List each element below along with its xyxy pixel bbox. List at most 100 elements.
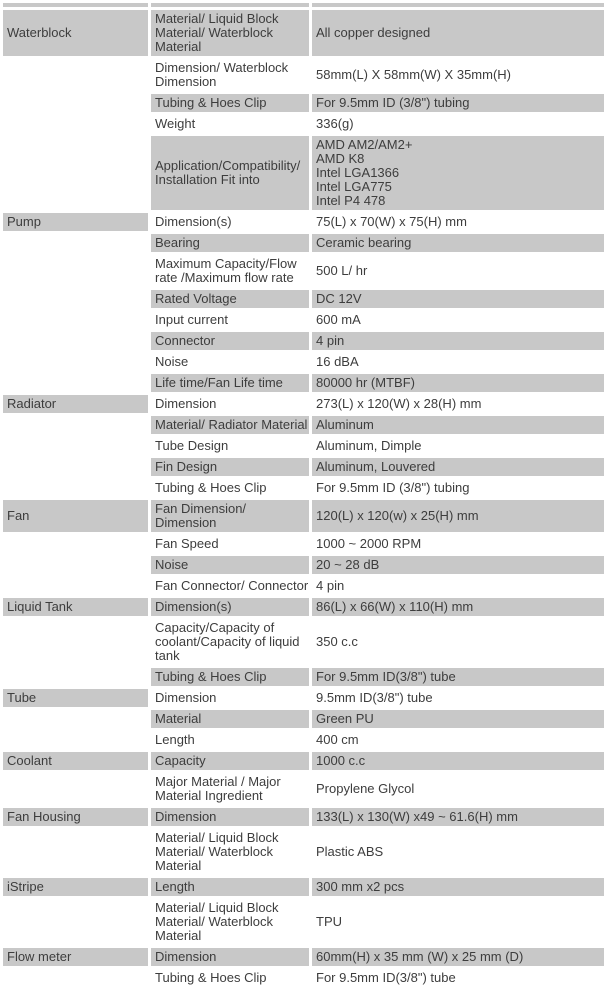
category-cell-empty bbox=[3, 969, 148, 987]
property-cell: Fan Speed bbox=[155, 536, 219, 551]
category-cell-empty bbox=[3, 94, 148, 112]
property-cell: Material/ Liquid Block Material/ Waterbl… bbox=[151, 10, 309, 56]
property-cell: Noise bbox=[155, 354, 189, 369]
property-cell: Dimension bbox=[151, 808, 309, 826]
category-cell-empty bbox=[3, 535, 148, 553]
category-cell-empty bbox=[3, 59, 148, 91]
property-cell: Dimension(s) bbox=[155, 214, 232, 229]
category-cell-empty bbox=[3, 332, 148, 350]
value-cell: All copper designed bbox=[312, 10, 604, 56]
spec-row: Noise 20 ~ 28 dB bbox=[3, 556, 604, 574]
spec-row: Maximum Capacity/Flow rate /Maximum flow… bbox=[3, 255, 604, 287]
value-cell: 500 L/ hr bbox=[316, 263, 368, 278]
spec-row: Material/ Liquid Block Material/ Waterbl… bbox=[3, 899, 604, 945]
value-cell: Green PU bbox=[312, 710, 604, 728]
spec-row: Length 400 cm bbox=[3, 731, 604, 749]
property-cell: Maximum Capacity/Flow rate /Maximum flow… bbox=[155, 256, 297, 285]
property-cell: Tubing & Hoes Clip bbox=[151, 668, 309, 686]
property-cell: Fan Dimension/ Dimension bbox=[151, 500, 309, 532]
category-cell-empty bbox=[3, 255, 148, 287]
property-cell: Length bbox=[151, 878, 309, 896]
property-cell: Tubing & Hoes Clip bbox=[155, 480, 267, 495]
property-cell: Material/ Radiator Material bbox=[151, 416, 309, 434]
property-cell: Capacity/Capacity of coolant/Capacity of… bbox=[155, 620, 300, 663]
value-cell: For 9.5mm ID (3/8") tubing bbox=[316, 480, 470, 495]
spec-row: Input current 600 mA bbox=[3, 311, 604, 329]
property-cell: Material/ Liquid Block Material/ Waterbl… bbox=[155, 830, 279, 873]
property-cell: Material bbox=[151, 710, 309, 728]
category-cell-empty bbox=[3, 234, 148, 252]
value-cell: AMD AM2/AM2+ AMD K8 Intel LGA1366 Intel … bbox=[312, 136, 604, 210]
spec-row: Fan Speed 1000 ~ 2000 RPM bbox=[3, 535, 604, 553]
category-cell: Flow meter bbox=[3, 948, 148, 966]
property-cell: Dimension bbox=[155, 396, 217, 411]
property-cell: Material/ Liquid Block Material/ Waterbl… bbox=[155, 900, 279, 943]
value-cell: For 9.5mm ID(3/8") tube bbox=[316, 970, 456, 985]
category-cell-empty bbox=[3, 311, 148, 329]
spec-row: Radiator Dimension 273(L) x 120(W) x 28(H)… bbox=[3, 395, 604, 413]
spec-row: Tube Design Aluminum, Dimple bbox=[3, 437, 604, 455]
category-cell-empty bbox=[3, 416, 148, 434]
spec-row: Pump Dimension(s) 75(L) x 70(W) x 75(H) mm bbox=[3, 213, 604, 231]
value-cell: 1000 ~ 2000 RPM bbox=[316, 536, 422, 551]
spec-row: Liquid Tank Dimension(s) 86(L) x 66(W) x 1… bbox=[3, 598, 604, 616]
spacer-cell bbox=[151, 3, 309, 7]
spec-row: Major Material / Major Material Ingredie… bbox=[3, 773, 604, 805]
spec-row: Material Green PU bbox=[3, 710, 604, 728]
category-cell: Fan Housing bbox=[3, 808, 148, 826]
property-cell: Connector bbox=[151, 332, 309, 350]
spec-row: Life time/Fan Life time 80000 hr (MTBF) bbox=[3, 374, 604, 392]
spec-row: Waterblock Material/ Liquid Block Materia… bbox=[3, 10, 604, 56]
spec-row: Fan Fan Dimension/ Dimension 120(L) x 120(… bbox=[3, 500, 604, 532]
spec-table-body: Waterblock Material/ Liquid Block Materia… bbox=[3, 3, 604, 987]
spec-row: Rated Voltage DC 12V bbox=[3, 290, 604, 308]
spec-row: Dimension/ Waterblock Dimension 58mm(L) X… bbox=[3, 59, 604, 91]
category-cell-empty bbox=[3, 458, 148, 476]
value-cell: Aluminum, Dimple bbox=[316, 438, 422, 453]
category-cell: Liquid Tank bbox=[3, 598, 148, 616]
category-cell-empty bbox=[3, 899, 148, 945]
spec-row: iStripe Length 300 mm x2 pcs bbox=[3, 878, 604, 896]
value-cell: 1000 c.c bbox=[312, 752, 604, 770]
category-cell-empty bbox=[3, 115, 148, 133]
category-cell-empty bbox=[3, 136, 148, 210]
value-cell: 400 cm bbox=[316, 732, 359, 747]
property-cell: Dimension bbox=[151, 948, 309, 966]
category-cell-empty bbox=[3, 577, 148, 595]
property-cell: Weight bbox=[155, 116, 196, 131]
property-cell: Bearing bbox=[151, 234, 309, 252]
spec-row: Coolant Capacity 1000 c.c bbox=[3, 752, 604, 770]
property-cell: Noise bbox=[151, 556, 309, 574]
spec-row: Connector 4 pin bbox=[3, 332, 604, 350]
spec-row: Tubing & Hoes Clip For 9.5mm ID (3/8") tu… bbox=[3, 479, 604, 497]
category-cell-empty bbox=[3, 374, 148, 392]
value-cell: 80000 hr (MTBF) bbox=[312, 374, 604, 392]
category-cell: iStripe bbox=[3, 878, 148, 896]
category-cell: Coolant bbox=[3, 752, 148, 770]
spec-row: Tube Dimension 9.5mm ID(3/8") tube bbox=[3, 689, 604, 707]
property-cell: Tubing & Hoes Clip bbox=[155, 970, 267, 985]
category-cell-empty bbox=[3, 290, 148, 308]
property-cell: Major Material / Major Material Ingredie… bbox=[155, 774, 281, 803]
category-cell-empty bbox=[3, 353, 148, 371]
value-cell: 75(L) x 70(W) x 75(H) mm bbox=[316, 214, 467, 229]
value-cell: For 9.5mm ID (3/8") tubing bbox=[312, 94, 604, 112]
category-cell-empty bbox=[3, 731, 148, 749]
property-cell: Length bbox=[155, 732, 195, 747]
value-cell: Aluminum bbox=[312, 416, 604, 434]
spec-row: Tubing & Hoes Clip For 9.5mm ID(3/8") tub… bbox=[3, 668, 604, 686]
value-cell: Ceramic bearing bbox=[312, 234, 604, 252]
property-cell: Fan Connector/ Connector bbox=[155, 578, 309, 593]
spec-row: Tubing & Hoes Clip For 9.5mm ID(3/8") tub… bbox=[3, 969, 604, 987]
category-cell: Waterblock bbox=[3, 10, 148, 56]
value-cell: Aluminum, Louvered bbox=[312, 458, 604, 476]
category-cell-empty bbox=[3, 668, 148, 686]
property-cell: Capacity bbox=[151, 752, 309, 770]
category-cell-empty bbox=[3, 710, 148, 728]
value-cell: 350 c.c bbox=[316, 634, 358, 649]
value-cell: TPU bbox=[316, 914, 342, 929]
value-cell: 4 pin bbox=[316, 578, 345, 593]
value-cell: 60mm(H) x 35 mm (W) x 25 mm (D) bbox=[312, 948, 604, 966]
category-cell: Radiator bbox=[3, 395, 148, 413]
